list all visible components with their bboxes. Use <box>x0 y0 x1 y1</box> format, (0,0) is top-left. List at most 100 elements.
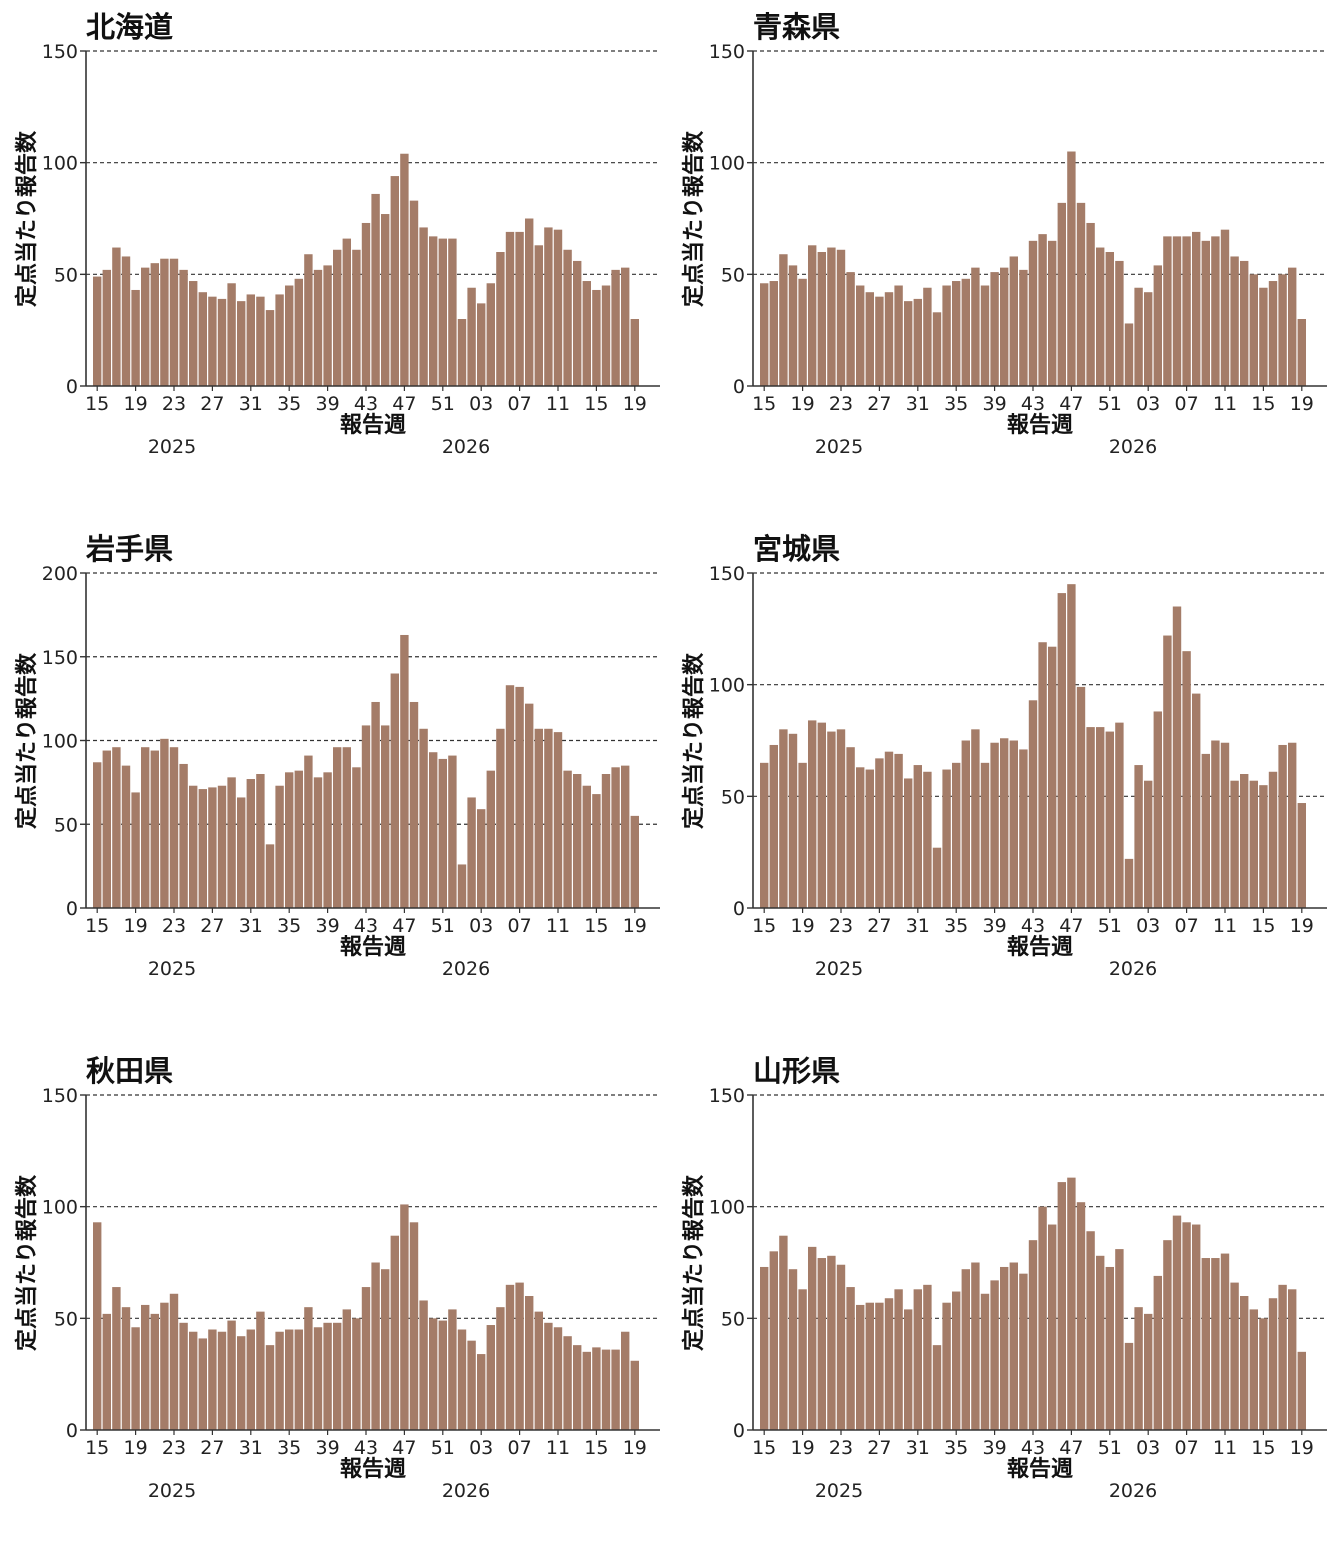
bar <box>553 1327 563 1430</box>
bar <box>217 298 227 386</box>
x-tick-label: 39 <box>983 1437 1007 1459</box>
bar <box>141 1304 150 1430</box>
bar <box>352 767 361 908</box>
x-tick-label: 15 <box>1251 393 1275 415</box>
bar <box>827 247 836 386</box>
bar <box>256 774 265 908</box>
x-tick-label: 11 <box>546 915 570 937</box>
bar <box>342 238 351 386</box>
bar <box>961 278 970 386</box>
bar <box>582 281 591 386</box>
chart-panel-akita: 秋田県 0 50 100 150 15 19 23 27 31 35 39 43 47 51 03 07 11 15… <box>0 1044 660 1544</box>
x-tick-label: 27 <box>867 915 891 937</box>
x-tick-label: 15 <box>85 1437 109 1459</box>
bar <box>429 1318 438 1430</box>
bar <box>894 285 903 386</box>
bar <box>611 269 620 386</box>
bar <box>904 1309 913 1430</box>
bar <box>1297 1351 1306 1430</box>
x-tick-label: 31 <box>906 915 930 937</box>
bar <box>1124 1342 1134 1430</box>
x-tick-label: 03 <box>1136 915 1160 937</box>
chart-title: 山形県 <box>753 1054 840 1088</box>
bar <box>760 1266 769 1430</box>
bar <box>913 298 922 386</box>
bar <box>1144 1313 1153 1430</box>
bar <box>208 1329 217 1430</box>
bar <box>846 747 855 908</box>
chart-title: 秋田県 <box>86 1054 173 1088</box>
bar <box>390 673 399 908</box>
bar <box>457 1329 467 1430</box>
x-tick-label: 15 <box>85 915 109 937</box>
bar <box>923 1284 932 1430</box>
x-tick-label: 31 <box>906 393 930 415</box>
bar <box>630 815 639 908</box>
bar <box>102 1313 111 1430</box>
bar <box>846 272 855 386</box>
bar <box>961 1269 970 1430</box>
bar <box>150 263 159 386</box>
bar <box>1182 651 1191 908</box>
bar <box>1067 151 1076 386</box>
bar <box>827 1255 836 1430</box>
bar <box>390 1235 399 1430</box>
bar <box>1000 738 1009 908</box>
bar <box>827 731 836 908</box>
bar <box>769 744 778 908</box>
bar <box>217 785 227 908</box>
bar <box>333 747 342 908</box>
bar <box>525 1296 534 1430</box>
x-tick-label: 19 <box>791 393 815 415</box>
y-tick-label: 50 <box>54 814 78 836</box>
bar <box>1048 1224 1057 1430</box>
bar <box>1268 1298 1278 1430</box>
bar <box>1000 267 1009 386</box>
bar <box>601 1349 611 1430</box>
bar <box>601 285 611 386</box>
bar <box>361 725 371 908</box>
x-tick-label: 07 <box>508 915 532 937</box>
bar <box>265 1345 275 1430</box>
bar <box>1057 593 1066 908</box>
x-tick-label: 47 <box>392 1437 416 1459</box>
bar <box>400 634 409 908</box>
bar <box>1124 323 1134 386</box>
bar <box>294 770 303 908</box>
chart-svg-iwate: 岩手県 0 50 100 150 200 15 19 23 27 31 35 39 43 47 51 03 07 1… <box>14 532 660 980</box>
bar <box>409 1222 419 1430</box>
bar <box>1288 1289 1297 1430</box>
chart-panel-aomori: 青森県 0 50 100 150 15 19 23 27 31 35 39 43 47 51 03 07 11 15… <box>667 0 1327 500</box>
bar <box>121 1307 131 1430</box>
bar <box>611 767 620 908</box>
x-tick-label: 15 <box>752 1437 776 1459</box>
y-axis-label: 定点当たり報告数 <box>681 1174 707 1351</box>
x-tick-label: 11 <box>546 1437 570 1459</box>
bar <box>313 269 323 386</box>
bar <box>1009 256 1018 386</box>
bar <box>942 1302 951 1430</box>
x-tick-label: 47 <box>1059 915 1083 937</box>
bar <box>486 283 495 386</box>
x-tick-label: 19 <box>623 915 647 937</box>
bar <box>769 281 778 386</box>
bar <box>1192 231 1201 386</box>
bar <box>1144 292 1153 386</box>
x-tick-label: 43 <box>1021 1437 1045 1459</box>
bar <box>429 752 438 908</box>
bar <box>865 1302 874 1430</box>
bar <box>1192 693 1201 908</box>
chart-panel-miyagi: 宮城県 0 50 100 150 15 19 23 27 31 35 39 43 47 51 03 07 11 15… <box>667 522 1327 1022</box>
bar <box>1153 265 1162 386</box>
y-axis-label: 定点当たり報告数 <box>14 130 40 307</box>
bar <box>1220 229 1230 386</box>
bar <box>592 289 601 386</box>
bar <box>131 792 140 908</box>
bar <box>980 1293 990 1430</box>
bar <box>563 1336 572 1430</box>
bar <box>131 289 140 386</box>
bar <box>630 319 639 386</box>
bar <box>1076 1202 1086 1430</box>
bar <box>1211 740 1220 908</box>
bar <box>836 249 846 386</box>
